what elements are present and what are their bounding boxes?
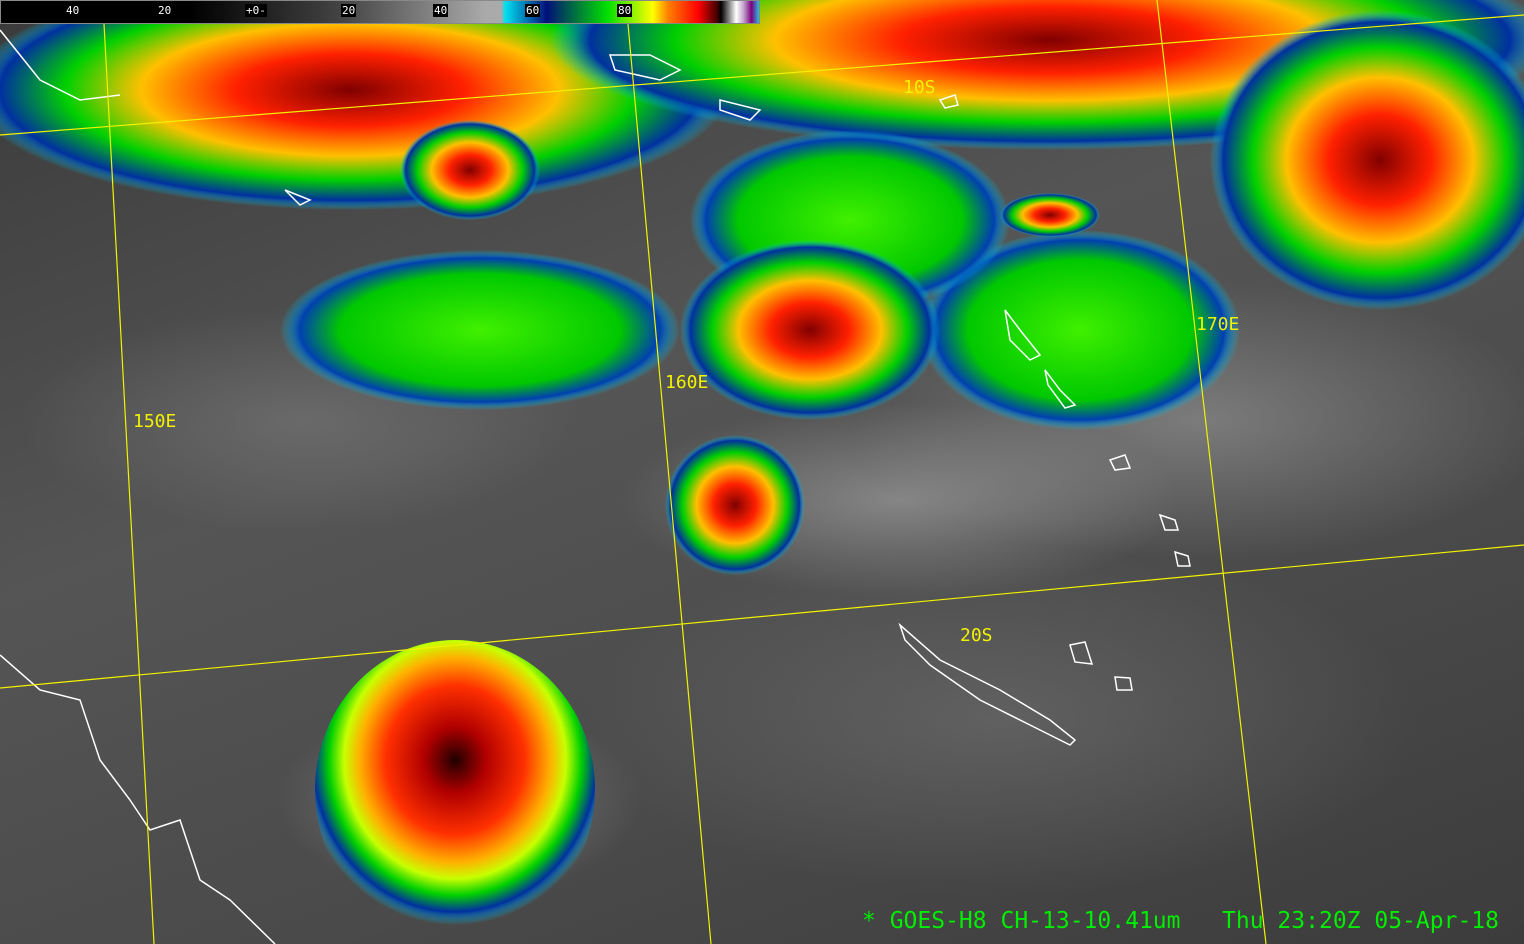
cloud-top-band [0, 0, 730, 210]
label-10s: 10S [903, 77, 936, 98]
label-160e: 160E [665, 372, 709, 393]
label-170e: 170E [1196, 314, 1240, 335]
colorbar-tick: +0- [245, 4, 267, 17]
meridian-170e [1156, 0, 1267, 944]
cloud-green-patch [920, 230, 1240, 430]
temperature-colorbar: 40 20 +0- 20 40 60 80 [0, 0, 760, 24]
colorbar-tick: 20 [341, 4, 357, 17]
meridian-160e [627, 23, 712, 944]
colorbar-tick: 80 [617, 4, 633, 17]
colorbar-tick: 60 [525, 4, 541, 17]
meridian-150e [103, 23, 155, 944]
convective-cell [400, 120, 540, 220]
colorbar-tick: 40 [433, 4, 449, 17]
timestamp-label: Thu 23:20Z 05-Apr-18 [1222, 908, 1499, 934]
image-caption: * GOES-H8 CH-13-10.41um Thu 23:20Z 05-Ap… [862, 908, 1499, 934]
convective-cell [665, 435, 805, 575]
coastlines [0, 29, 1191, 944]
convective-cell [1000, 193, 1100, 237]
cyclone [315, 640, 595, 940]
label-150e: 150E [133, 411, 177, 432]
label-20s: 20S [960, 625, 993, 646]
cloud-green-patch [280, 250, 680, 410]
colorbar-tick: 20 [157, 4, 173, 17]
parallel-10s [0, 14, 1524, 136]
cloud-top-band [1210, 10, 1524, 310]
product-label: * GOES-H8 CH-13-10.41um [862, 908, 1181, 934]
convective-cell [680, 240, 940, 420]
parallel-20s [0, 544, 1524, 689]
colorbar-tick: 40 [66, 4, 80, 17]
